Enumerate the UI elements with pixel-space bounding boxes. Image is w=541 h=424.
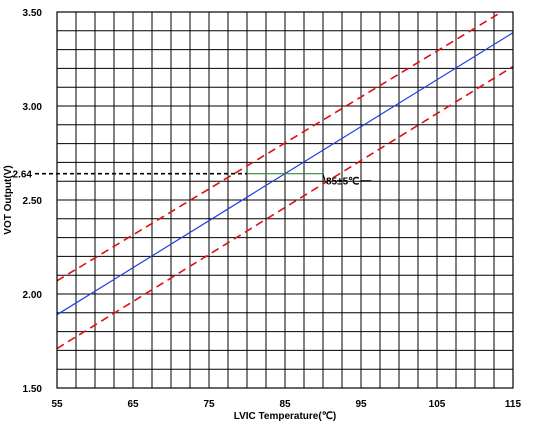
y-tick-label: 3.50	[23, 8, 43, 19]
x-tick-label: 75	[203, 399, 215, 410]
range-label: 85±5℃	[326, 177, 359, 188]
x-tick-label: 85	[279, 399, 291, 410]
x-tick-label: 55	[51, 399, 63, 410]
reference-value-label: 2.64	[13, 170, 33, 181]
y-tick-label: 2.00	[23, 290, 43, 301]
y-tick-label: 2.50	[23, 196, 43, 207]
x-tick-label: 105	[429, 399, 446, 410]
y-axis-label: VOT Output(V)	[3, 165, 14, 234]
x-tick-label: 65	[127, 399, 139, 410]
grid	[56, 11, 514, 389]
annotations: 2.64 85±5℃	[13, 170, 372, 188]
plot-frame	[56, 11, 514, 389]
tick-labels: 55 65 75 85 95 105 115 1.50 2.00 2.50 3.00 3.50	[23, 8, 522, 410]
y-tick-label: 1.50	[23, 384, 43, 395]
series-line-dashed-2	[56, 65, 514, 350]
series-line-dashed-1	[56, 11, 503, 282]
x-tick-label: 95	[355, 399, 367, 410]
x-axis-label: LVIC Temperature(℃)	[234, 411, 337, 422]
y-tick-label: 3.00	[23, 102, 43, 113]
x-tick-label: 115	[505, 399, 522, 410]
range-label-pointer	[322, 173, 326, 181]
